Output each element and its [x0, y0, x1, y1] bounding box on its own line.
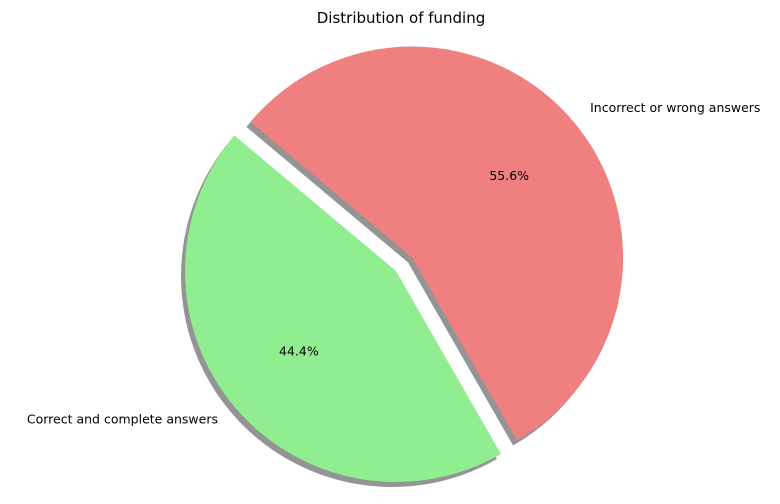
slice-category-label: Incorrect or wrong answers: [590, 100, 760, 115]
slice-percent-label: 55.6%: [489, 168, 529, 183]
slice-category-label: Correct and complete answers: [27, 411, 218, 426]
pie-slice-correct-and-complete-answers: [184, 135, 501, 483]
slice-percent-label: 44.4%: [279, 344, 319, 359]
slices-layer: [180, 46, 624, 488]
pie-slice-incorrect-or-wrong-answers: [250, 46, 624, 441]
chart-title: Distribution of funding: [317, 9, 486, 27]
labels-layer: 44.4% Correct and complete answers 55.6% In…: [27, 100, 761, 426]
